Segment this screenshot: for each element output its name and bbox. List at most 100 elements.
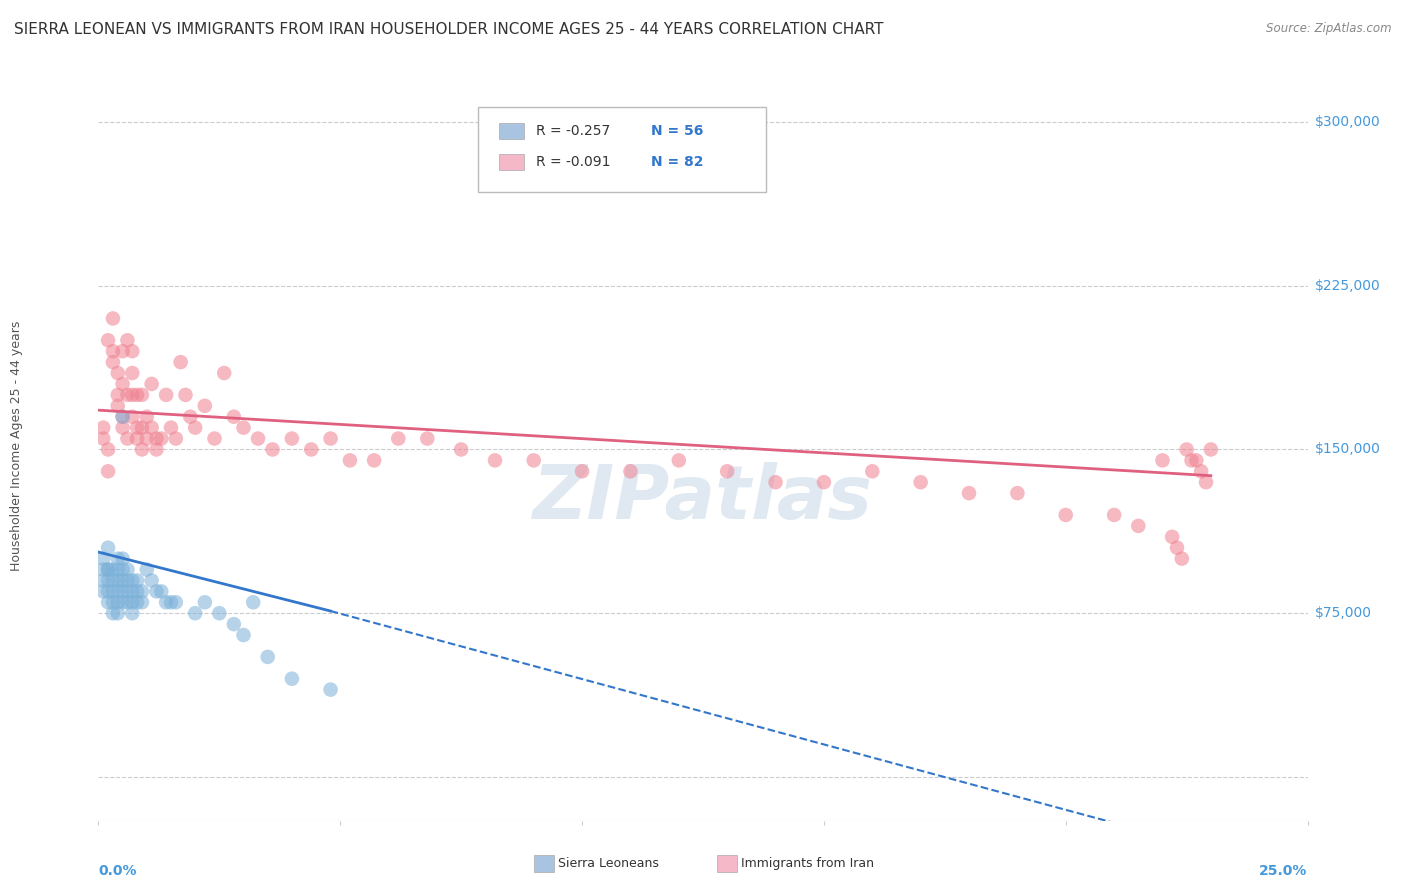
Point [184,420,207,434]
Point [131,442,153,457]
Point [281,672,304,686]
Point [107,366,129,380]
Point [169,355,191,369]
Point [91,551,114,566]
Point [145,432,167,446]
Point [111,551,134,566]
Text: ZIPatlas: ZIPatlas [533,462,873,535]
Point [387,432,409,446]
Point [135,432,157,446]
Point [101,344,124,359]
Point [339,453,361,467]
Point [91,574,114,588]
Text: Source: ZipAtlas.com: Source: ZipAtlas.com [1267,22,1392,36]
Point [121,366,143,380]
Text: 25.0%: 25.0% [1260,864,1308,879]
Point [121,574,143,588]
Point [1102,508,1125,522]
Point [1180,453,1202,467]
Text: Immigrants from Iran: Immigrants from Iran [741,857,875,870]
Point [860,464,883,478]
Point [97,541,120,555]
Point [101,595,124,609]
Point [127,432,149,446]
Point [117,563,139,577]
Point [299,442,322,457]
Point [97,595,120,609]
Point [121,595,143,609]
Point [262,442,284,457]
Point [111,376,134,391]
Point [222,409,245,424]
Point [101,606,124,620]
Point [1166,541,1188,555]
Point [571,464,593,478]
Point [111,563,134,577]
Point [97,464,120,478]
Point [101,584,124,599]
Point [91,563,114,577]
Point [131,420,153,434]
Point [1161,530,1184,544]
Text: Householder Income Ages 25 - 44 years: Householder Income Ages 25 - 44 years [10,321,24,571]
Point [127,584,149,599]
Point [121,388,143,402]
Text: 0.0%: 0.0% [98,864,136,879]
Point [256,649,278,664]
Point [97,574,120,588]
Point [117,574,139,588]
Point [319,432,342,446]
Point [91,432,114,446]
Point [247,432,270,446]
Point [101,355,124,369]
Point [127,574,149,588]
Point [155,388,177,402]
Point [117,584,139,599]
Point [194,595,217,609]
Point [117,432,139,446]
Point [1189,464,1212,478]
Point [97,333,120,347]
Point [212,366,235,380]
Point [150,432,173,446]
Point [1171,551,1194,566]
Point [222,617,245,632]
Point [111,595,134,609]
Point [145,442,167,457]
Text: SIERRA LEONEAN VS IMMIGRANTS FROM IRAN HOUSEHOLDER INCOME AGES 25 - 44 YEARS COR: SIERRA LEONEAN VS IMMIGRANTS FROM IRAN H… [14,22,883,37]
Point [194,399,217,413]
Point [121,344,143,359]
Point [1128,519,1150,533]
Point [101,311,124,326]
Point [111,344,134,359]
Text: R = -0.257: R = -0.257 [536,124,610,138]
Point [242,595,264,609]
Point [131,595,153,609]
Point [150,584,173,599]
Point [165,432,187,446]
Point [91,584,114,599]
Point [131,584,153,599]
Point [121,409,143,424]
Point [232,420,254,434]
Text: $150,000: $150,000 [1315,442,1381,457]
Point [523,453,546,467]
Point [97,442,120,457]
Point [101,574,124,588]
Point [117,595,139,609]
Point [127,595,149,609]
Point [179,409,201,424]
Point [121,584,143,599]
Point [141,376,163,391]
Point [111,584,134,599]
Point [117,388,139,402]
Point [107,399,129,413]
Point [160,595,183,609]
Point [1054,508,1077,522]
Point [127,420,149,434]
Point [111,574,134,588]
Point [97,563,120,577]
Point [145,584,167,599]
Point [174,388,197,402]
Text: $225,000: $225,000 [1315,278,1381,293]
